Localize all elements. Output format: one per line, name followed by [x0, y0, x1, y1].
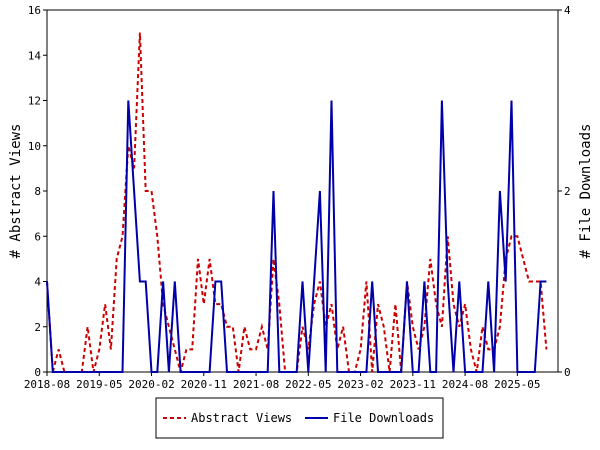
x-tick-label: 2019-05: [76, 378, 122, 391]
legend-label-file-downloads: File Downloads: [333, 411, 434, 425]
y-left-tick-label: 10: [28, 140, 41, 153]
x-tick-label: 2025-05: [494, 378, 540, 391]
x-tick-label: 2018-08: [24, 378, 70, 391]
y-left-axis-title: # Abstract Views: [8, 124, 24, 259]
x-tick-label: 2020-11: [181, 378, 227, 391]
chart-marks: 0 2 4 6 8 10 12 14 16 0 2 4 2018-08 2019-05 2020-02 202…: [24, 4, 571, 391]
y-left-tick-label: 4: [34, 276, 41, 289]
x-tick-label: 2021-08: [233, 378, 279, 391]
y-left-tick-label: 16: [28, 4, 41, 17]
legend: Abstract Views File Downloads: [155, 397, 444, 439]
series-line-abstract-views: [46, 32, 548, 373]
x-tick-label: 2020-02: [128, 378, 174, 391]
y-left-tick-label: 14: [28, 49, 42, 62]
x-tick-label: 2023-11: [390, 378, 436, 391]
y-left-tick-label: 12: [28, 95, 41, 108]
x-tick-label: 2022-05: [285, 378, 331, 391]
legend-label-abstract-views: Abstract Views: [191, 411, 292, 425]
y-right-tick-label: 4: [564, 4, 571, 17]
y-left-tick-label: 0: [34, 366, 41, 379]
x-tick-label: 2023-02: [337, 378, 383, 391]
legend-box: [155, 397, 444, 439]
y-right-tick-label: 0: [564, 366, 571, 379]
y-left-tick-label: 8: [34, 185, 41, 198]
y-right-axis-title: # File Downloads: [578, 124, 594, 259]
y-left-tick-label: 6: [34, 230, 41, 243]
y-left-tick-label: 2: [34, 321, 41, 334]
y-right-tick-label: 2: [564, 185, 571, 198]
series-line-file-downloads: [46, 100, 547, 373]
x-tick-label: 2024-08: [442, 378, 488, 391]
